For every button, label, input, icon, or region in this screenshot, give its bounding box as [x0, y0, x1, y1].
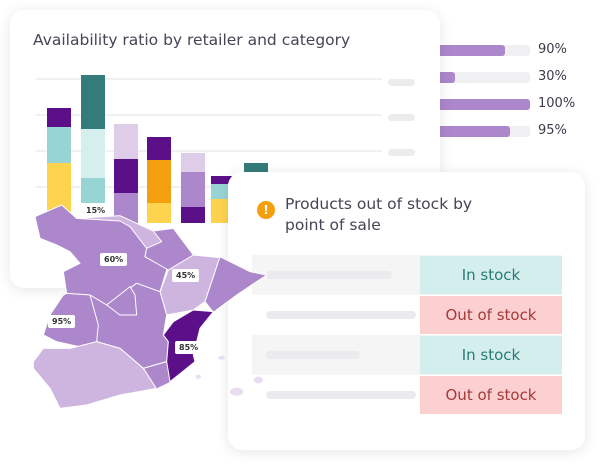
bar-segment — [211, 176, 235, 184]
gridline — [36, 186, 382, 188]
progress-fill — [430, 99, 530, 110]
bar-segment — [114, 124, 138, 159]
bar-segment — [181, 153, 205, 172]
progress-label: 100% — [538, 96, 576, 111]
bar-segment — [181, 207, 205, 223]
bar-segment — [181, 172, 205, 207]
bar-segment — [114, 159, 138, 193]
region-navarra — [144, 227, 194, 271]
availability-title: Availability ratio by retailer and categ… — [33, 31, 351, 49]
region-murcia — [142, 361, 173, 390]
region-madrid — [106, 286, 138, 316]
status-badge: In stock — [420, 256, 562, 294]
map-label: 85% — [175, 341, 203, 354]
bar-segment — [244, 163, 268, 173]
placeholder-text — [266, 391, 416, 399]
map-label: 45% — [172, 269, 200, 282]
progress-fill — [430, 126, 510, 137]
region-catalonia — [204, 256, 268, 313]
bar-segment — [147, 203, 171, 223]
table-row: In stock — [252, 255, 562, 295]
status-badge: In stock — [420, 336, 562, 374]
placeholder-pill — [388, 114, 415, 121]
bar-segment — [47, 127, 71, 163]
gridline — [36, 150, 382, 152]
gridline — [36, 78, 382, 80]
bar-segment — [81, 75, 105, 129]
table-row: Out of stock — [252, 295, 562, 335]
placeholder-text — [266, 351, 360, 359]
progress-bar — [430, 99, 530, 110]
progress-label: 90% — [538, 42, 567, 57]
spain-map — [32, 204, 268, 409]
bar-segment — [81, 129, 105, 178]
progress-label: 30% — [538, 69, 567, 84]
bar-segment — [47, 108, 71, 127]
placeholder-pill — [388, 149, 415, 156]
gridline — [36, 114, 382, 116]
bar-segment — [147, 160, 171, 203]
placeholder-text — [266, 311, 416, 319]
progress-bar — [430, 72, 530, 83]
status-badge: Out of stock — [420, 296, 562, 334]
bar-segment — [147, 137, 171, 160]
placeholder-pill — [388, 79, 415, 86]
stock-title: Products out of stock by point of sale — [285, 195, 473, 234]
table-row: Out of stock — [252, 375, 562, 415]
progress-fill — [430, 45, 505, 56]
map-label: 95% — [48, 315, 76, 328]
placeholder-text — [266, 271, 392, 279]
progress-label: 95% — [538, 123, 567, 138]
bar-label: 15% — [86, 206, 106, 215]
progress-fill — [430, 72, 455, 83]
map-label: 60% — [100, 253, 128, 266]
warning-icon: ! — [257, 201, 275, 219]
table-row: In stock — [252, 335, 562, 375]
progress-bar — [430, 126, 530, 137]
progress-bar — [430, 45, 530, 56]
status-badge: Out of stock — [420, 376, 562, 414]
bar-segment — [81, 178, 105, 203]
balearic-islands — [195, 355, 263, 396]
